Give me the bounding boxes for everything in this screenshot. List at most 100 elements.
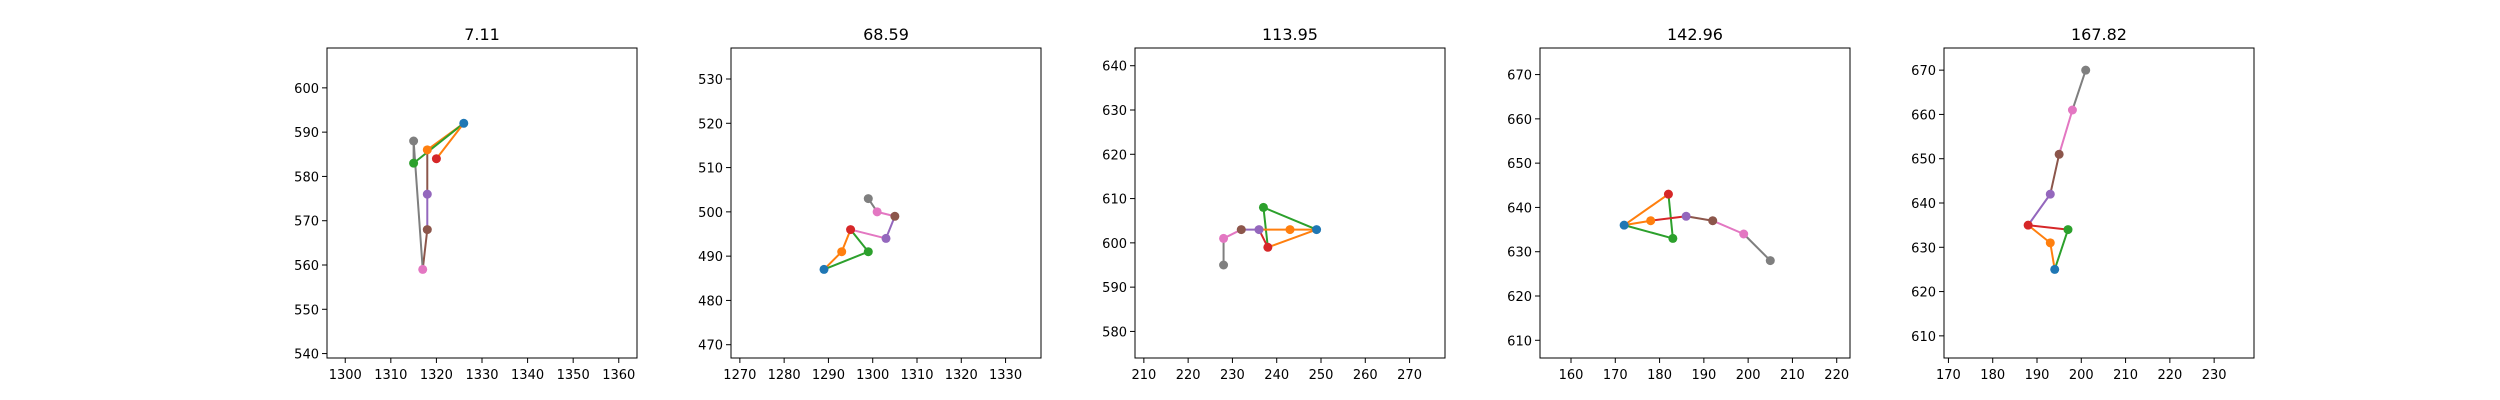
keypoint-c1: [2045, 238, 2055, 248]
keypoint-c4: [422, 189, 432, 199]
panel-3: 113.95 210 220 230 240 250 260 270 580 590 600 610 6…: [1102, 25, 1446, 383]
x-tick-label: 210: [2113, 368, 2138, 383]
skeleton-segment: [2027, 193, 2052, 227]
y-tick-label: 490: [698, 250, 723, 265]
keypoint-c5: [422, 225, 432, 235]
keypoint-c1: [1285, 225, 1295, 235]
panel-2: 68.59 1270 1280 1290 1300 1310 1320 1330 470 480 4…: [698, 25, 1042, 383]
axes-frame: [1134, 47, 1446, 359]
skeleton-segment: [412, 122, 465, 165]
keypoint-c3: [1263, 242, 1273, 252]
x-tick-label: 220: [1824, 368, 1849, 383]
skeleton-segment: [1711, 219, 1745, 235]
panel-title: 7.11: [464, 25, 500, 44]
axes-frame: [1539, 47, 1851, 359]
keypoint-c5: [1236, 225, 1246, 235]
y-tick-label: 600: [1102, 237, 1127, 252]
y-tick-label: 650: [1507, 157, 1532, 172]
keypoint-c7: [2081, 65, 2091, 75]
skeleton-segment: [849, 228, 870, 253]
keypoint-c7: [1219, 260, 1229, 270]
y-tick-label: 590: [1102, 281, 1127, 296]
skeleton-segment: [849, 228, 887, 240]
axes-frame: [1943, 47, 2255, 359]
keypoint-c0: [819, 264, 829, 274]
keypoint-c6: [2067, 105, 2077, 115]
x-tick-label: 230: [1220, 368, 1245, 383]
y-tick-label: 660: [1507, 113, 1532, 128]
y-tick-label: 610: [1102, 193, 1127, 208]
keypoint-c6: [418, 264, 428, 274]
panel-5: 167.82 170 180 190 200 210 220 230 610 620 630 640 6…: [1911, 25, 2255, 383]
y-tick-label: 550: [294, 303, 319, 318]
keypoint-c7: [1765, 256, 1775, 266]
keypoint-c4: [881, 233, 891, 243]
y-tick-label: 540: [294, 348, 319, 363]
y-tick-label: 630: [1507, 246, 1532, 261]
panel-1: 7.11 1300 1310 1320 1330 1340 1350 1360 540 550 56…: [294, 25, 638, 383]
panel-title: 167.82: [2071, 25, 2127, 44]
keypoint-c1: [1646, 216, 1656, 226]
y-tick-label: 530: [698, 73, 723, 88]
x-tick-label: 1310: [900, 368, 933, 383]
y-tick-label: 580: [1102, 325, 1127, 340]
y-tick-label: 480: [698, 294, 723, 309]
skeleton-segment: [1623, 193, 1670, 227]
x-tick-label: 240: [1264, 368, 1289, 383]
y-tick-label: 610: [1911, 330, 1936, 345]
keypoint-c1: [422, 145, 432, 155]
skeleton-segment: [823, 250, 870, 271]
y-tick-label: 670: [1911, 64, 1936, 79]
x-tick-label: 1320: [945, 368, 978, 383]
skeleton-segment: [2027, 224, 2052, 244]
keypoint-c0: [2050, 264, 2060, 274]
axes-frame: [326, 47, 638, 359]
skeleton-segment: [421, 228, 429, 271]
y-tick-label: 640: [1911, 197, 1936, 212]
y-tick-label: 620: [1911, 286, 1936, 301]
keypoint-c5: [2054, 149, 2064, 159]
x-tick-label: 1300: [856, 368, 889, 383]
skeleton-segment: [2027, 224, 2069, 231]
x-tick-label: 190: [2025, 368, 2050, 383]
x-tick-label: 260: [1353, 368, 1378, 383]
skeleton-segment: [435, 122, 465, 160]
x-tick-label: 1340: [511, 368, 544, 383]
x-tick-label: 1310: [374, 368, 407, 383]
skeleton-segment: [1262, 206, 1318, 231]
x-tick-label: 1330: [465, 368, 498, 383]
keypoint-c1: [837, 247, 847, 257]
x-tick-label: 230: [2202, 368, 2227, 383]
y-tick-label: 470: [698, 339, 723, 354]
y-tick-label: 620: [1507, 290, 1532, 305]
skeleton-segment: [1262, 206, 1269, 249]
y-tick-label: 650: [1911, 153, 1936, 168]
skeleton-segment: [1649, 215, 1688, 222]
y-tick-label: 640: [1507, 201, 1532, 216]
x-tick-label: 180: [1980, 368, 2005, 383]
keypoint-c3: [1663, 189, 1673, 199]
x-tick-label: 170: [1603, 368, 1628, 383]
x-tick-label: 210: [1780, 368, 1805, 383]
skeleton-segment: [1623, 224, 1674, 240]
skeleton-segment: [2049, 153, 2061, 196]
y-tick-label: 630: [1911, 241, 1936, 256]
y-tick-label: 640: [1102, 60, 1127, 75]
keypoint-c3: [846, 225, 856, 235]
skeleton-segment: [2058, 109, 2074, 156]
skeleton-segment: [1266, 228, 1318, 249]
y-tick-label: 520: [698, 117, 723, 132]
y-tick-label: 560: [294, 259, 319, 274]
keypoint-c4: [1681, 211, 1691, 221]
x-tick-label: 1320: [420, 368, 453, 383]
keypoint-c2: [1668, 233, 1678, 243]
keypoint-c3: [2023, 220, 2033, 230]
y-tick-label: 630: [1102, 104, 1127, 119]
keypoint-c5: [890, 211, 900, 221]
keypoint-c0: [459, 118, 469, 128]
keypoint-c6: [1739, 229, 1749, 239]
y-tick-label: 590: [294, 126, 319, 141]
y-tick-label: 620: [1102, 148, 1127, 163]
y-tick-label: 660: [1911, 108, 1936, 123]
